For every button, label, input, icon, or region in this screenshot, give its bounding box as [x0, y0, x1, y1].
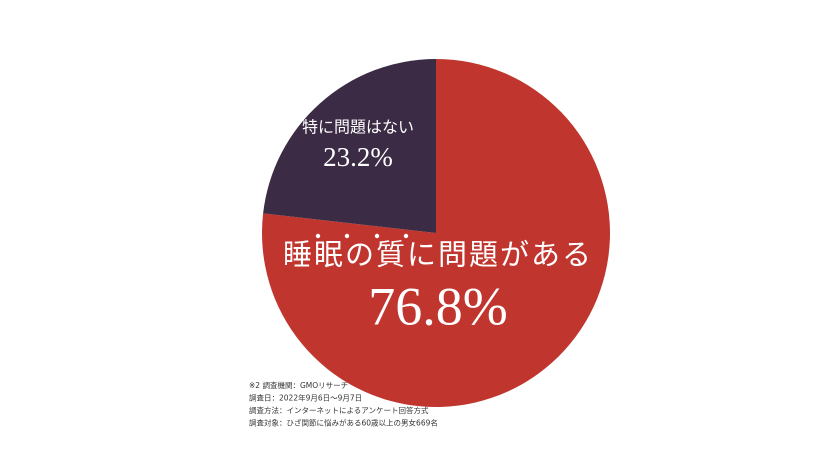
pie-slice: [262, 59, 610, 408]
emphasis-dot: [315, 233, 321, 239]
pie-slice: [263, 59, 436, 233]
note: 調査方法：インターネットによるアンケート回答方式: [249, 405, 429, 415]
note: 調査日：2022年9月6日～9月7日: [249, 393, 362, 403]
note: 調査対象：ひざ関節に悩みがある60歳以上の男女669名: [249, 418, 438, 428]
emphasis-dots: [315, 233, 409, 239]
labels: 睡眠の質に問題がある 76.8% 特に問題はない 23.2%: [283, 119, 593, 337]
notes: ※2 調査機関：GMOリサーチ調査日：2022年9月6日～9月7日調査方法：イン…: [249, 380, 438, 428]
value-label: 76.8%: [368, 276, 507, 336]
emphasis-dot: [374, 233, 380, 239]
slices: [262, 59, 610, 408]
slice-name: 特に問題はない: [302, 119, 414, 137]
emphasis-dot: [403, 233, 409, 239]
slice-name: 睡眠の質に問題がある: [283, 239, 593, 272]
value-label: 23.2%: [323, 142, 393, 172]
note: ※2 調査機関：GMOリサーチ: [249, 380, 348, 390]
emphasis-dot: [344, 233, 350, 239]
